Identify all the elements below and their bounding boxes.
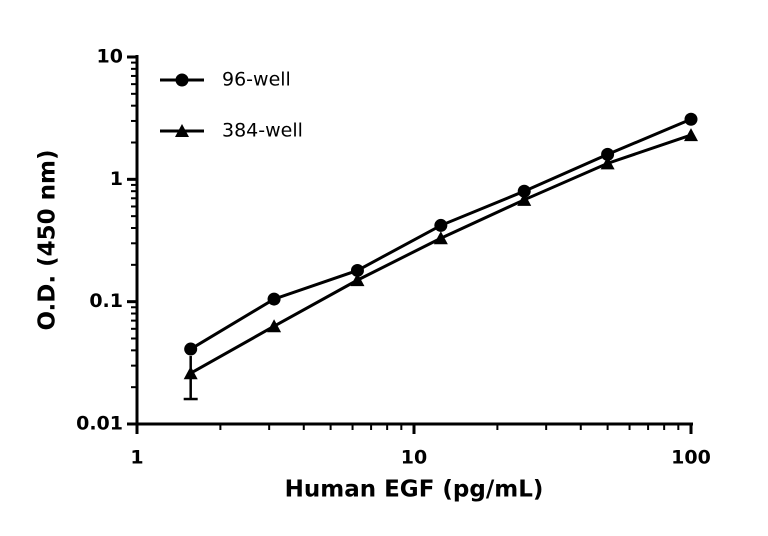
marker — [684, 112, 698, 126]
x-tick-label: 10 — [401, 447, 427, 469]
marker — [684, 128, 698, 142]
marker — [267, 292, 281, 306]
x-tick-label: 1 — [130, 447, 143, 469]
marker — [601, 147, 615, 161]
x-axis-title: Human EGF (pg/mL) — [285, 477, 544, 503]
y-tick-label: 1 — [110, 168, 123, 190]
marker — [517, 184, 531, 198]
y-axis-title: O.D. (450 nm) — [35, 149, 61, 330]
marker — [183, 366, 198, 380]
y-tick-label: 0.1 — [89, 290, 123, 312]
marker — [517, 192, 532, 206]
legend-marker — [175, 73, 189, 87]
x-tick-label: 100 — [671, 447, 711, 469]
legend-label: 96-well — [222, 69, 291, 91]
marker — [184, 342, 198, 356]
y-tick-label: 0.01 — [76, 413, 123, 435]
marker — [433, 231, 448, 245]
y-tick-label: 10 — [97, 46, 123, 68]
marker — [267, 319, 282, 333]
series-line — [189, 133, 692, 375]
marker — [350, 263, 364, 277]
legend-label: 384-well — [222, 120, 303, 142]
marker — [600, 156, 615, 170]
marker — [434, 218, 448, 232]
marker — [350, 273, 365, 287]
legend-marker — [175, 124, 189, 137]
